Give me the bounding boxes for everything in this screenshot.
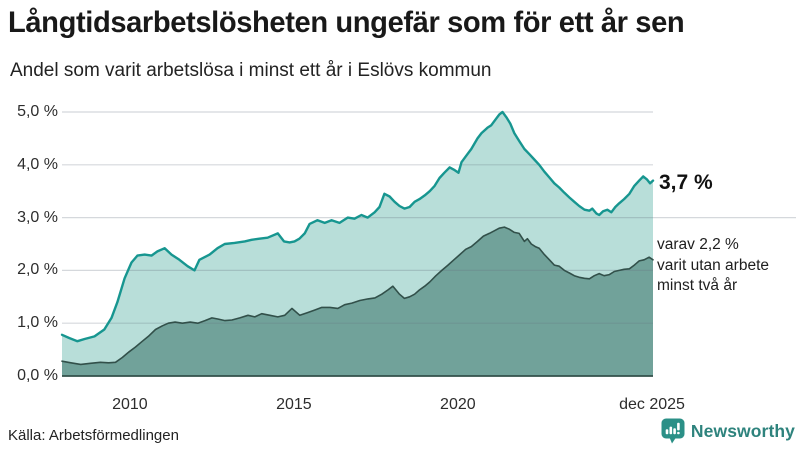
y-axis-label: 1,0 % (17, 314, 58, 332)
subset-annotation-line1: varav 2,2 % (657, 236, 739, 253)
line-minst-tva-ar (61, 226, 654, 366)
y-axis-label: 5,0 % (17, 103, 58, 120)
x-axis-label: 2020 (440, 396, 476, 413)
y-axis-label: 3,0 % (17, 208, 58, 226)
y-axis-label: 0,0 % (17, 367, 58, 384)
line-minst-ett-ar (60, 110, 655, 343)
newsworthy-logo: Newsworthy (661, 418, 795, 444)
subset-annotation-line2: varit utan arbete (657, 256, 770, 274)
subset-annotation-line3: minst två år (657, 277, 738, 294)
chart-subtitle: Andel som varit arbetslösa i minst ett å… (10, 60, 492, 81)
x-axis-label: dec 2025 (619, 396, 685, 413)
subset-annotation: varav 2,2 % varit utan arbete minst två … (657, 235, 769, 297)
y-axis-label: 2,0 % (17, 261, 58, 279)
x-axis-label: 2010 (112, 396, 148, 413)
page-title: Långtidsarbetslösheten ungefär som för e… (8, 6, 685, 39)
latest-value-label: 3,7 % (659, 171, 713, 194)
newsworthy-icon (661, 418, 685, 444)
source-credit: Källa: Arbetsförmedlingen (8, 427, 179, 444)
y-axis-label: 4,0 % (17, 155, 58, 173)
newsworthy-wordmark: Newsworthy (690, 420, 795, 441)
x-axis-label: 2015 (276, 396, 312, 413)
